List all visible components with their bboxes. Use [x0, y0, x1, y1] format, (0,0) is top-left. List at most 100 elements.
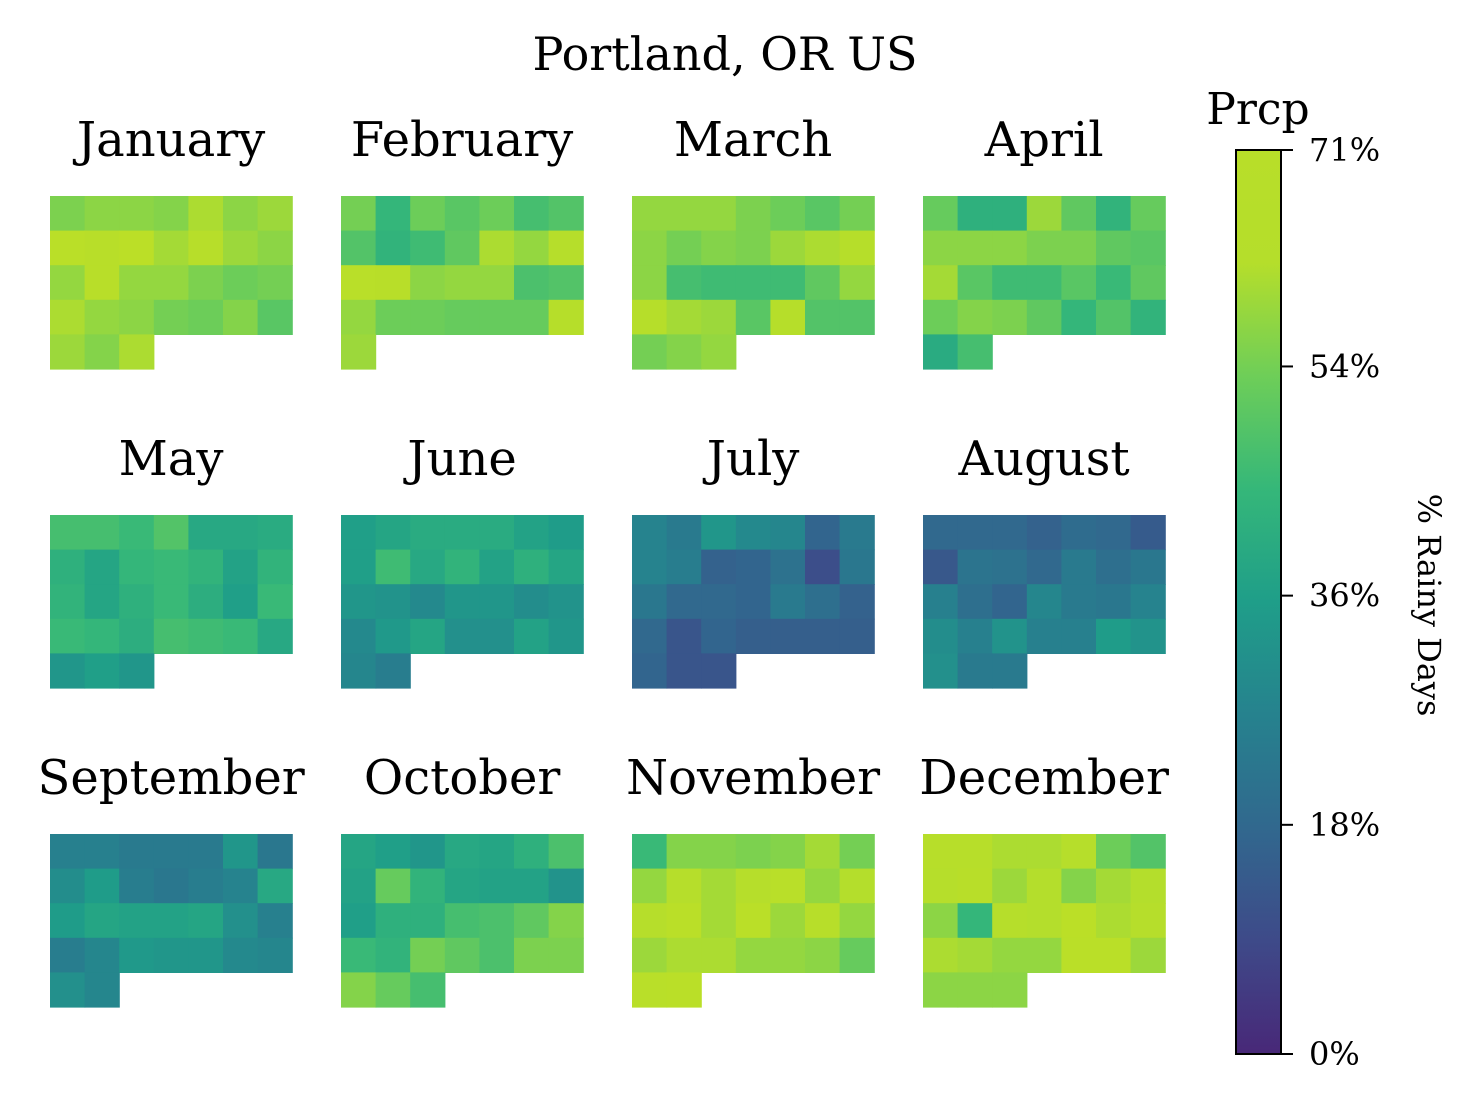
day-cell [666, 653, 702, 689]
day-cell [223, 903, 259, 939]
day-cell [50, 515, 86, 551]
day-cell [1130, 196, 1166, 232]
day-cell [923, 584, 959, 620]
month-title-july: July [702, 431, 800, 487]
month-title-march: March [674, 112, 833, 168]
chart-title: Portland, OR US [533, 27, 918, 81]
day-cell [188, 515, 224, 551]
day-cell [805, 515, 841, 551]
day-cell [119, 903, 155, 939]
colorbar-gradient [1235, 149, 1282, 1055]
day-cell [735, 618, 771, 654]
day-cell [479, 618, 515, 654]
day-cell [923, 299, 959, 335]
day-cell [257, 618, 293, 654]
day-cell [666, 549, 702, 585]
day-cell [770, 868, 806, 904]
day-cell [119, 868, 155, 904]
day-cell [84, 868, 120, 904]
month-title-february: February [351, 112, 573, 168]
day-cell [153, 584, 189, 620]
day-cell [1096, 868, 1132, 904]
day-cell [479, 265, 515, 301]
day-cell [153, 196, 189, 232]
day-cell [375, 299, 411, 335]
day-cell [257, 549, 293, 585]
day-cell [444, 196, 480, 232]
day-cell [375, 549, 411, 585]
day-cell [50, 549, 86, 585]
day-cell [1130, 834, 1166, 870]
day-cell [50, 196, 86, 232]
day-cell [735, 868, 771, 904]
month-panel-june: June [341, 431, 584, 689]
day-cell [1130, 868, 1166, 904]
day-cell [701, 515, 737, 551]
day-cell [805, 834, 841, 870]
day-cell [410, 549, 446, 585]
day-cell [444, 903, 480, 939]
day-cell [548, 937, 584, 973]
day-cell [839, 265, 875, 301]
day-cell [50, 653, 86, 689]
day-cell [410, 903, 446, 939]
month-title-september: September [37, 750, 304, 806]
day-cell [735, 265, 771, 301]
day-cell [548, 903, 584, 939]
day-cell [735, 584, 771, 620]
day-cell [957, 265, 993, 301]
day-cell [119, 230, 155, 266]
day-cell [410, 618, 446, 654]
colorbar-tick-label: 0% [1309, 1035, 1360, 1073]
day-cell [548, 584, 584, 620]
month-title-december: December [919, 750, 1169, 806]
day-cell [1096, 265, 1132, 301]
day-cell [119, 196, 155, 232]
day-cell [957, 515, 993, 551]
day-cell [444, 834, 480, 870]
day-cell [119, 618, 155, 654]
day-cell [632, 618, 668, 654]
day-cell [375, 265, 411, 301]
day-cell [701, 299, 737, 335]
day-cell [410, 515, 446, 551]
month-panel-may: May [50, 431, 293, 689]
day-cell [548, 549, 584, 585]
day-cell [632, 653, 668, 689]
day-cell [50, 334, 86, 370]
day-cell [444, 230, 480, 266]
day-cell [1096, 515, 1132, 551]
day-cell [119, 584, 155, 620]
day-cell [957, 972, 993, 1008]
day-cell [341, 972, 377, 1008]
day-cell [666, 868, 702, 904]
day-cell [839, 584, 875, 620]
day-cell [257, 299, 293, 335]
day-cell [1130, 618, 1166, 654]
day-cell [514, 937, 550, 973]
day-cell [992, 196, 1028, 232]
day-cell [188, 868, 224, 904]
day-cell [1061, 868, 1097, 904]
day-cell [701, 230, 737, 266]
month-panel-march: March [632, 112, 875, 370]
day-cell [1026, 196, 1062, 232]
day-cell [1096, 618, 1132, 654]
day-cell [444, 937, 480, 973]
day-cell [188, 549, 224, 585]
day-cell [514, 834, 550, 870]
day-cell [341, 868, 377, 904]
day-cell [1130, 230, 1166, 266]
day-cell [548, 230, 584, 266]
day-cell [839, 299, 875, 335]
day-cell [1026, 834, 1062, 870]
day-cell [257, 834, 293, 870]
day-cell [957, 937, 993, 973]
day-cell [410, 230, 446, 266]
day-cell [223, 868, 259, 904]
month-title-june: June [402, 431, 516, 487]
day-cell [119, 834, 155, 870]
day-cell [84, 584, 120, 620]
day-cell [805, 618, 841, 654]
